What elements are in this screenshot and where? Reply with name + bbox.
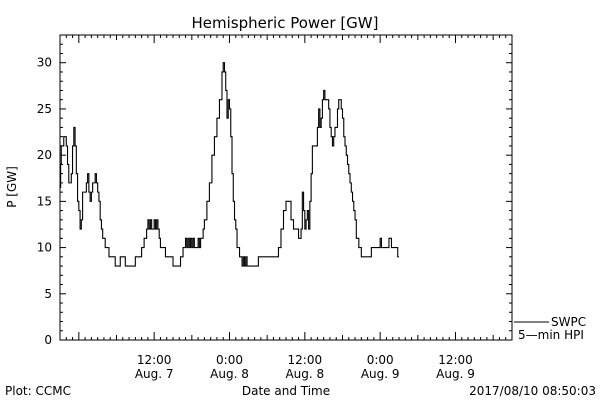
y-tick-label: 20	[37, 148, 52, 162]
x-tick-date-label: Aug. 9	[436, 367, 475, 381]
y-axis-label: P [GW]	[5, 166, 19, 208]
legend-hpi-label: 5—min HPI	[518, 328, 584, 342]
y-tick-label: 10	[37, 241, 52, 255]
y-tick-label: 0	[44, 333, 52, 347]
x-tick-time-label: 12:00	[438, 353, 473, 367]
plot-frame	[59, 34, 513, 341]
plot-timestamp: 2017/08/10 08:50:03	[469, 384, 596, 398]
series-layer	[60, 62, 399, 267]
x-tick-time-label: 0:00	[216, 353, 243, 367]
series-line-hpi	[60, 62, 399, 267]
x-tick-date-label: Aug. 8	[210, 367, 249, 381]
y-tick-label: 25	[37, 102, 52, 116]
x-tick-time-label: 12:00	[137, 353, 172, 367]
y-axis: 0 5 10 15 20 25 30	[37, 34, 512, 347]
y-tick-label: 5	[44, 287, 52, 301]
x-tick-time-label: 0:00	[367, 353, 394, 367]
y-tick-label: 30	[37, 56, 52, 70]
x-tick-date-label: Aug. 9	[361, 367, 400, 381]
x-axis-label: Date and Time	[242, 384, 330, 398]
x-tick-date-label: Aug. 7	[135, 367, 174, 381]
legend: SWPC 5—min HPI	[514, 315, 586, 342]
x-tick-date-label: Aug. 8	[285, 367, 324, 381]
chart-title: Hemispheric Power [GW]	[192, 14, 379, 32]
y-tick-label: 15	[37, 194, 52, 208]
x-tick-time-label: 12:00	[288, 353, 323, 367]
plot-credit: Plot: CCMC	[5, 384, 71, 398]
legend-swpc-label: SWPC	[551, 315, 586, 329]
